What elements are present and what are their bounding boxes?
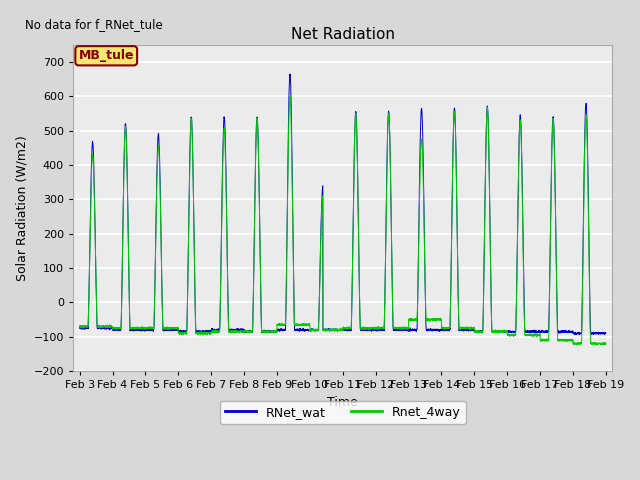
Text: MB_tule: MB_tule — [79, 49, 134, 62]
Line: Rnet_4way: Rnet_4way — [79, 96, 606, 345]
RNet_wat — [513, 279, 520, 285]
Rnet_4way — [286, 93, 294, 99]
RNet_wat — [362, 328, 370, 334]
RNet_wat — [390, 327, 398, 333]
Rnet_4way — [487, 287, 495, 292]
RNet_wat — [76, 325, 83, 331]
RNet_wat — [286, 72, 294, 77]
Line: RNet_wat: RNet_wat — [79, 74, 606, 335]
Y-axis label: Solar Radiation (W/m2): Solar Radiation (W/m2) — [15, 135, 28, 281]
Rnet_4way — [602, 340, 610, 346]
Legend: RNet_wat, Rnet_4way: RNet_wat, Rnet_4way — [220, 401, 466, 424]
Rnet_4way — [362, 324, 370, 330]
RNet_wat — [185, 218, 193, 224]
Rnet_4way — [527, 332, 534, 337]
Rnet_4way — [600, 342, 608, 348]
Title: Net Radiation: Net Radiation — [291, 27, 395, 42]
Text: No data for f_RNet_tule: No data for f_RNet_tule — [24, 18, 163, 32]
RNet_wat — [575, 332, 583, 337]
RNet_wat — [602, 330, 610, 336]
Rnet_4way — [185, 220, 193, 226]
RNet_wat — [527, 328, 534, 334]
Rnet_4way — [390, 325, 398, 331]
RNet_wat — [487, 287, 495, 293]
Rnet_4way — [76, 323, 83, 329]
Rnet_4way — [513, 283, 520, 288]
X-axis label: Time: Time — [328, 396, 358, 408]
